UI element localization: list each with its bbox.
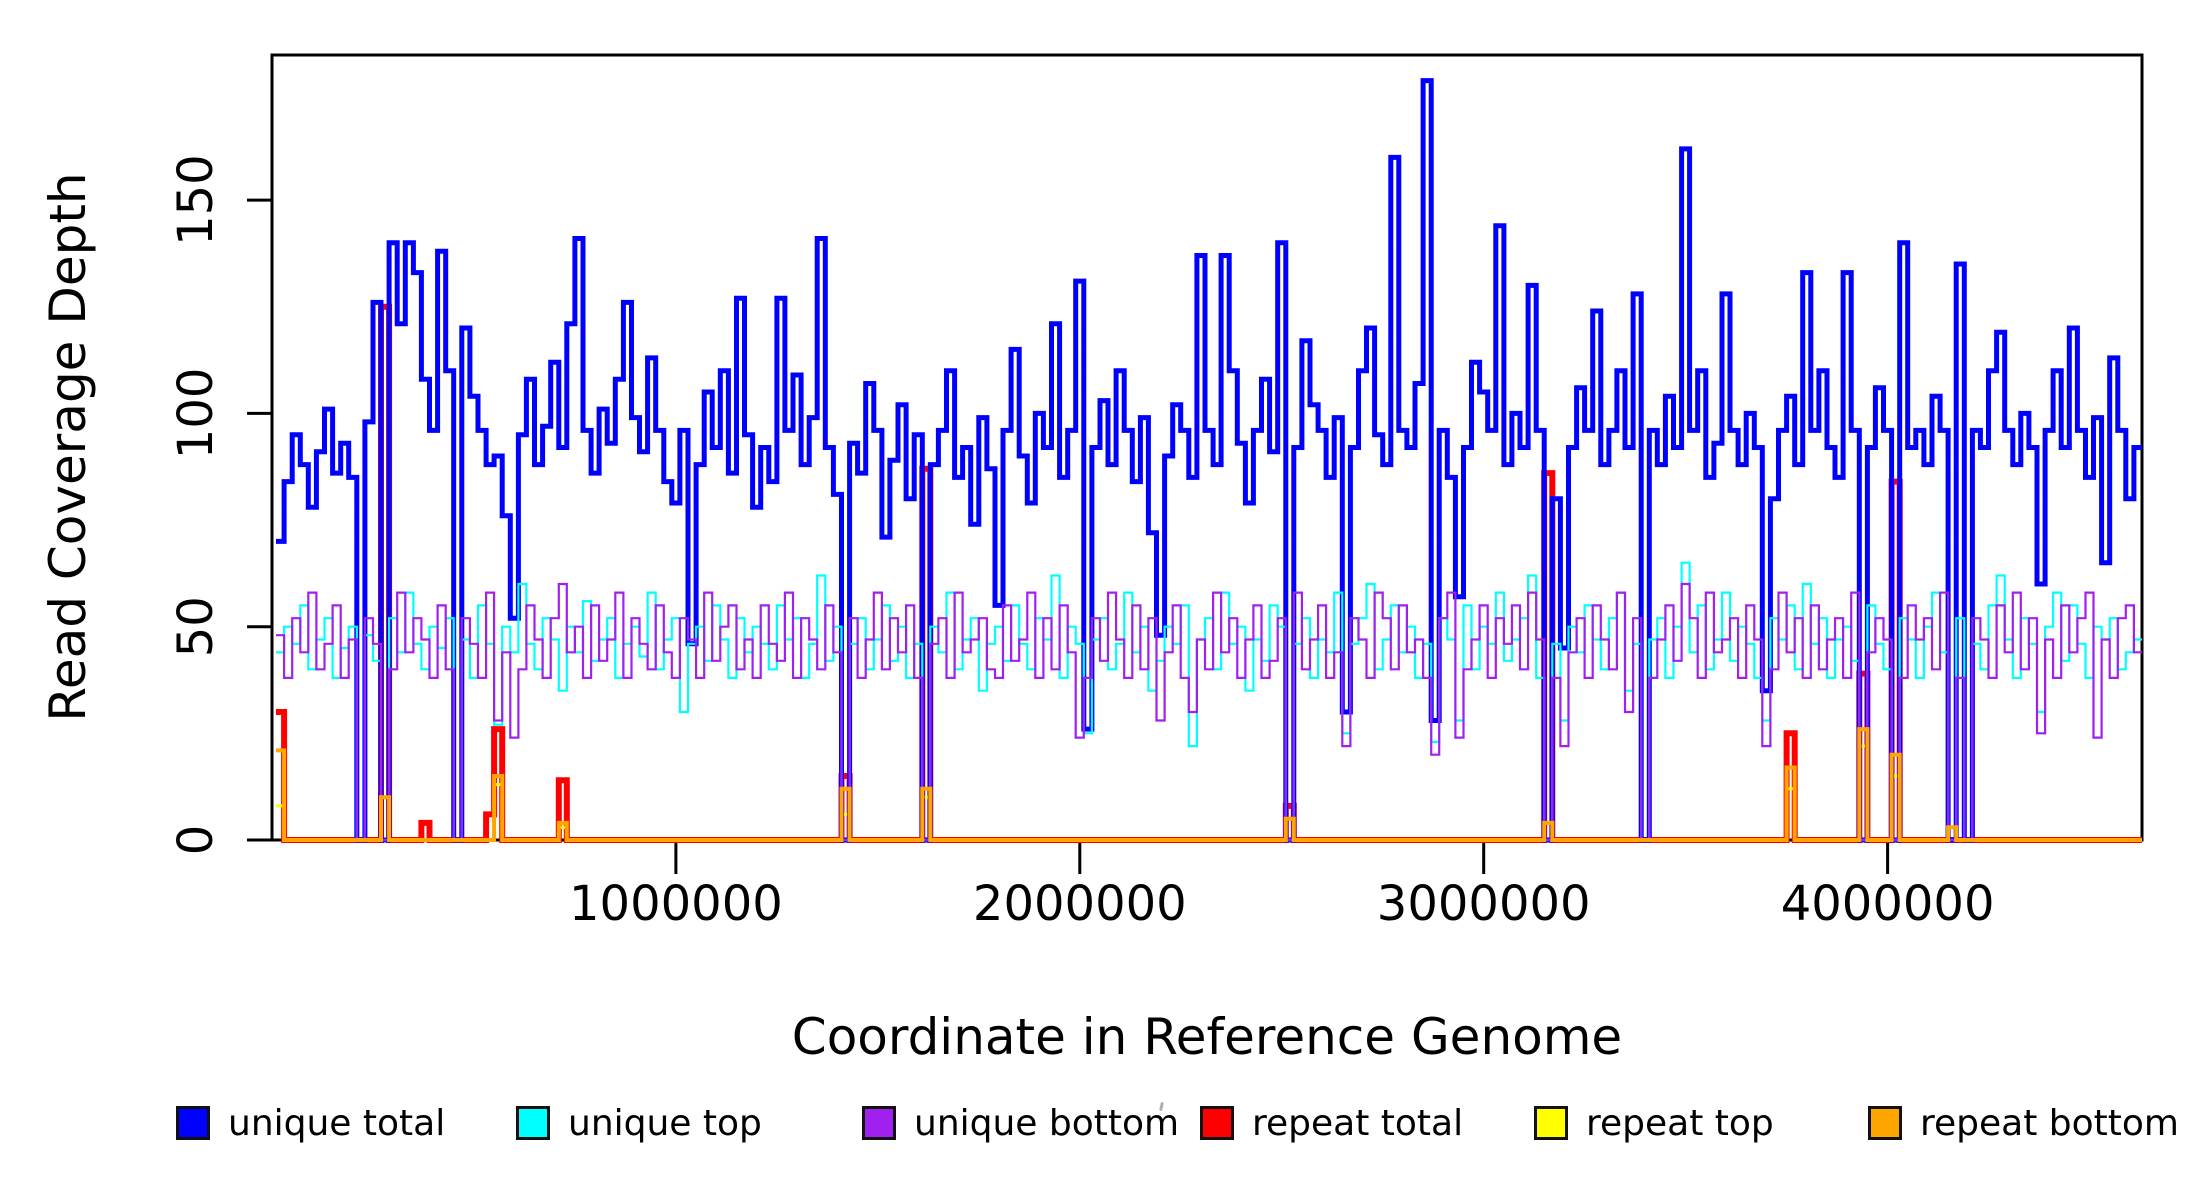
legend-item-unique-total: unique total <box>176 1100 445 1146</box>
unique-top-swatch-icon <box>516 1106 550 1140</box>
legend-item-repeat-total: repeat total <box>1200 1100 1463 1146</box>
repeat-bottom-swatch-icon <box>1868 1106 1902 1140</box>
legend-label: repeat top <box>1586 1102 1774 1144</box>
x-axis-title: Coordinate in Reference Genome <box>791 1008 1623 1066</box>
repeat-total-swatch-icon <box>1200 1106 1234 1140</box>
unique-total-swatch-icon <box>176 1106 210 1140</box>
svg-text:50: 50 <box>168 596 224 657</box>
svg-text:100: 100 <box>168 368 224 460</box>
legend-item-unique-bottom: unique bottom <box>862 1100 1179 1146</box>
legend-label: unique total <box>228 1102 446 1144</box>
legend-label: unique bottom <box>914 1102 1180 1144</box>
y-axis-title: Read Coverage Depth <box>39 172 97 722</box>
legend-item-repeat-bottom: repeat bottom <box>1868 1100 2179 1146</box>
repeat-top-swatch-icon <box>1534 1106 1568 1140</box>
legend-label: repeat total <box>1252 1102 1464 1144</box>
svg-text:2000000: 2000000 <box>973 876 1187 932</box>
legend: unique total unique top unique bottom re… <box>0 1100 2200 1146</box>
svg-text:3000000: 3000000 <box>1377 876 1591 932</box>
svg-text:1000000: 1000000 <box>569 876 783 932</box>
svg-text:0: 0 <box>168 825 224 856</box>
legend-label: repeat bottom <box>1920 1102 2179 1144</box>
unique-bottom-swatch-icon <box>862 1106 896 1140</box>
svg-text:150: 150 <box>168 154 224 246</box>
legend-item-unique-top: unique top <box>516 1100 762 1146</box>
svg-text:4000000: 4000000 <box>1781 876 1995 932</box>
legend-label: unique top <box>568 1102 762 1144</box>
legend-item-repeat-top: repeat top <box>1534 1100 1774 1146</box>
